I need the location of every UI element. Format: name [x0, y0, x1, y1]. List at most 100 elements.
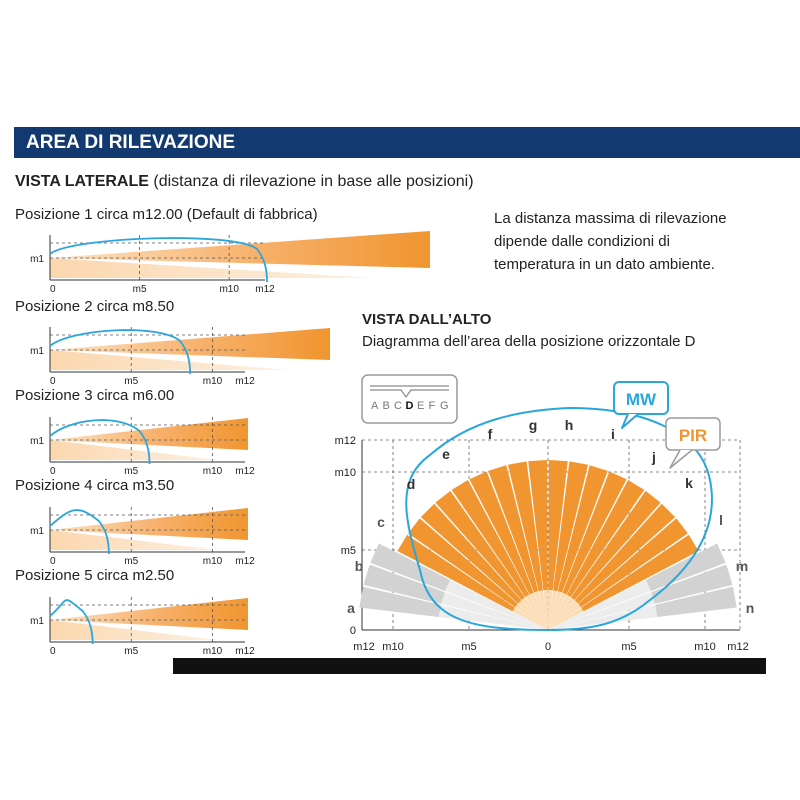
beam-label-a: a — [347, 600, 355, 616]
pir-beam — [397, 534, 515, 612]
section-header: AREA DI RILEVAZIONE — [14, 127, 800, 158]
beam-origin — [548, 579, 651, 630]
selector-letter: B — [383, 400, 390, 412]
x-tick-label: 0 — [50, 466, 56, 477]
beam-origin — [548, 592, 655, 630]
top-x-tick: m10 — [694, 641, 715, 653]
beam-origin — [548, 590, 553, 630]
top-y-tick: m10 — [335, 467, 356, 479]
beam-origin — [441, 592, 548, 630]
mw-detection-arc — [49, 599, 94, 645]
pir-beam — [507, 461, 543, 592]
beam-origin — [548, 603, 581, 630]
y-axis-label: m1 — [30, 436, 44, 447]
main-detection-zone — [50, 418, 248, 450]
footer-bar — [173, 658, 766, 674]
top-view-description: Diagramma dell’area della posizione oriz… — [362, 333, 696, 350]
inactive-beam — [363, 564, 445, 604]
x-tick-label: 0 — [50, 646, 56, 657]
beam-origin — [529, 592, 548, 630]
pir-beam — [435, 490, 526, 601]
pir-beam — [562, 471, 627, 595]
x-tick-label: m10 — [219, 284, 239, 295]
beam-label-l: l — [719, 512, 723, 528]
top-y-tick: 0 — [350, 625, 356, 637]
x-tick-label: m10 — [203, 466, 223, 477]
pir-beam — [557, 465, 608, 593]
selector-letter: E — [417, 400, 424, 412]
mw-legend-callout: MW — [613, 381, 669, 429]
beam-label-d: d — [407, 476, 416, 492]
pir-label: PIR — [679, 426, 707, 445]
x-tick-label: m12 — [235, 556, 255, 567]
top-x-tick: m12 — [353, 641, 374, 653]
position-2-label: Posizione 2 circa m8.50 — [15, 298, 175, 315]
position-4-label: Posizione 4 circa m3.50 — [15, 477, 175, 494]
x-tick-label: m5 — [124, 646, 138, 657]
x-tick-label: 0 — [50, 376, 56, 387]
top-view-title: VISTA DALL’ALTO — [362, 311, 492, 328]
selector-letter: F — [429, 400, 436, 412]
beam-origin — [548, 590, 558, 630]
y-axis-label: m1 — [30, 526, 44, 537]
beam-origin — [548, 592, 567, 630]
top-x-tick: m10 — [382, 641, 403, 653]
x-tick-label: 0 — [50, 556, 56, 567]
mw-detection-arc — [49, 509, 110, 555]
beam-label-i: i — [611, 426, 615, 442]
y-axis-label: m1 — [30, 254, 44, 265]
main-detection-zone — [50, 231, 430, 268]
x-tick-label: m12 — [235, 466, 255, 477]
pir-beam — [553, 461, 589, 592]
lower-detection-zone — [50, 530, 219, 550]
pir-beam — [566, 480, 645, 598]
lower-detection-zone — [50, 440, 219, 460]
inactive-beam — [370, 543, 451, 592]
beam-label-h: h — [565, 417, 574, 433]
top-x-tick: m12 — [727, 641, 748, 653]
top-x-tick: 0 — [545, 641, 551, 653]
detection-note: La distanza massima di rilevazione dipen… — [494, 210, 727, 273]
beam-origin — [438, 604, 548, 630]
beam-origin — [548, 597, 575, 630]
x-tick-label: m5 — [124, 556, 138, 567]
beam-origin — [533, 591, 548, 630]
pir-beam — [570, 490, 661, 601]
main-detection-zone — [50, 328, 330, 360]
x-tick-label: m5 — [124, 466, 138, 477]
position-3-label: Posizione 3 circa m6.00 — [15, 387, 175, 404]
top-y-tick: m12 — [335, 435, 356, 447]
pir-beam — [578, 518, 688, 608]
side-view-subtitle: (distanza di rilevazione in base alle po… — [153, 173, 474, 190]
lower-detection-zone — [50, 258, 373, 278]
side-view-position-1: m10 m5 m10 m12 — [30, 231, 430, 295]
pir-legend-callout: PIR — [665, 417, 721, 469]
beam-label-m: m — [736, 558, 748, 574]
beam-origin — [548, 594, 571, 630]
beam-label-f: f — [488, 426, 493, 442]
beam-origin — [548, 600, 578, 630]
position-5-label: Posizione 5 circa m2.50 — [15, 567, 175, 584]
beam-origin — [525, 594, 548, 630]
x-tick-label: m12 — [235, 646, 255, 657]
x-tick-label: 0 — [50, 284, 56, 295]
position-1-label: Posizione 1 circa m12.00 (Default di fab… — [15, 206, 318, 223]
x-tick-label: m10 — [203, 556, 223, 567]
beam-label-b: b — [355, 558, 364, 574]
selector-letter: G — [440, 400, 449, 412]
inactive-beam — [655, 586, 737, 617]
top-y-tick: m5 — [341, 545, 356, 557]
selector-letter: A — [371, 400, 379, 412]
mw-detection-outline — [405, 406, 713, 632]
y-axis-label: m1 — [30, 616, 44, 627]
inactive-beam — [651, 564, 733, 604]
beam-label-c: c — [377, 514, 385, 530]
top-x-tick: m5 — [621, 641, 636, 653]
beam-origin — [512, 607, 548, 630]
top-x-tick: m5 — [461, 641, 476, 653]
pir-beam — [528, 460, 548, 591]
mw-label: MW — [626, 390, 657, 409]
pir-beam — [469, 471, 534, 595]
